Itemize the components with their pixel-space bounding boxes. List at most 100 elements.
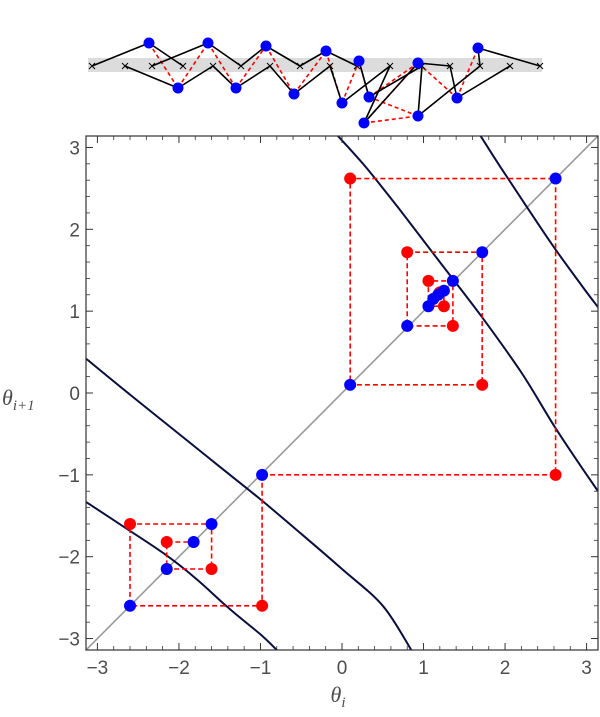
chain-blue-node <box>472 42 484 54</box>
chain-anchor-cross <box>326 62 334 70</box>
chain-red-link <box>265 45 295 95</box>
x-tick-label: 2 <box>500 658 511 679</box>
red-point <box>205 562 218 575</box>
chain-black-link <box>265 45 301 67</box>
cross-stroke <box>121 62 129 70</box>
blue-point <box>344 378 357 391</box>
cross-stroke <box>209 62 217 70</box>
chain-red-link <box>363 115 419 124</box>
cross-stroke <box>536 62 544 70</box>
y-tick-label: 2 <box>69 220 80 241</box>
red-point <box>344 172 357 185</box>
chain-anchor-cross <box>296 62 304 70</box>
blue-point <box>476 246 489 259</box>
diagonal-line <box>86 136 598 650</box>
chain-anchor-cross <box>121 62 129 70</box>
x-axis-title-main: θ <box>331 682 342 707</box>
blue-point <box>549 172 562 185</box>
chain-black-link <box>151 42 209 67</box>
chain-red-link <box>207 42 237 89</box>
y-axis-title: θi+1 <box>2 385 35 414</box>
y-tick-label: −2 <box>58 548 80 569</box>
blue-point <box>401 319 414 332</box>
chain-black-link <box>269 65 295 95</box>
chain-black-link <box>91 42 150 67</box>
red-point <box>437 300 450 313</box>
chain-red-link <box>293 50 327 95</box>
x-tick-label: −2 <box>168 658 190 679</box>
chain-blue-node <box>288 88 300 100</box>
cross-stroke <box>88 62 96 70</box>
chain-black-link <box>363 65 391 124</box>
y-axis-title-sub: i+1 <box>13 398 35 414</box>
chain-blue-node <box>412 57 424 69</box>
cross-stroke <box>476 62 484 70</box>
y-tick-label: −3 <box>58 630 80 651</box>
chain-blue-node <box>353 55 365 67</box>
chain-red-link <box>235 45 267 89</box>
chain-anchor-cross <box>179 62 187 70</box>
chain-black-link <box>417 65 423 117</box>
cross-stroke <box>326 62 334 70</box>
chain-anchor-cross <box>446 62 454 70</box>
x-axis-title: θi <box>331 682 346 711</box>
blue-point <box>446 274 459 287</box>
chain-anchor-cross <box>536 62 544 70</box>
y-tick-labels: −3 −2 −1 0 1 2 3 <box>58 138 80 650</box>
chain-black-link <box>207 42 242 67</box>
chain-black-link <box>325 50 358 67</box>
chain-black-link <box>363 62 419 124</box>
x-tick-label: −1 <box>250 658 272 679</box>
chain-black-link <box>477 47 541 67</box>
y-tick-label: 0 <box>69 384 80 405</box>
chain-red-link <box>368 96 419 117</box>
x-tick-label: 3 <box>581 658 592 679</box>
x-axis-title-sub: i <box>341 695 345 711</box>
chain-anchor-cross <box>209 62 217 70</box>
red-point <box>160 535 173 548</box>
chain-anchor-cross <box>266 62 274 70</box>
cross-stroke <box>296 62 304 70</box>
red-point <box>124 517 137 530</box>
blue-point <box>205 517 218 530</box>
chain-anchor-cross <box>386 62 394 70</box>
blue-point <box>256 468 269 481</box>
x-tick-label: −3 <box>87 658 109 679</box>
chain-anchor-cross <box>148 62 156 70</box>
chain-red-link <box>456 47 479 99</box>
chain-black-link <box>177 65 214 89</box>
chain-red-link <box>341 60 360 104</box>
chain-black-link <box>417 65 481 117</box>
y-tick-label: 3 <box>69 138 80 159</box>
blue-point <box>124 599 137 612</box>
chain-blue-node <box>358 117 370 129</box>
cross-stroke <box>446 62 454 70</box>
cross-stroke <box>237 62 245 70</box>
chain-black-link <box>235 65 271 89</box>
chain-black-link <box>148 42 184 67</box>
red-point <box>422 274 435 287</box>
y-axis-title-main: θ <box>2 385 13 410</box>
red-point <box>256 599 269 612</box>
chain-anchor-cross <box>237 62 245 70</box>
map-curve <box>479 136 598 308</box>
red-point <box>476 378 489 391</box>
chain-blue-node <box>412 110 424 122</box>
chain-black-link <box>293 65 331 95</box>
chain-blue-node <box>143 37 155 49</box>
chain-diagram <box>88 37 544 129</box>
chain-anchor-cross <box>506 62 514 70</box>
plot-content <box>86 136 598 650</box>
chain-red-link <box>148 42 179 89</box>
red-point <box>401 246 414 259</box>
chain-black-link <box>456 65 511 99</box>
map-curve <box>86 501 278 650</box>
chain-black-link <box>358 60 370 98</box>
y-tick-label: 1 <box>69 302 80 323</box>
cross-stroke <box>506 62 514 70</box>
x-tick-label: 1 <box>418 658 429 679</box>
cross-stroke <box>266 62 274 70</box>
axis-ticks <box>86 136 598 650</box>
